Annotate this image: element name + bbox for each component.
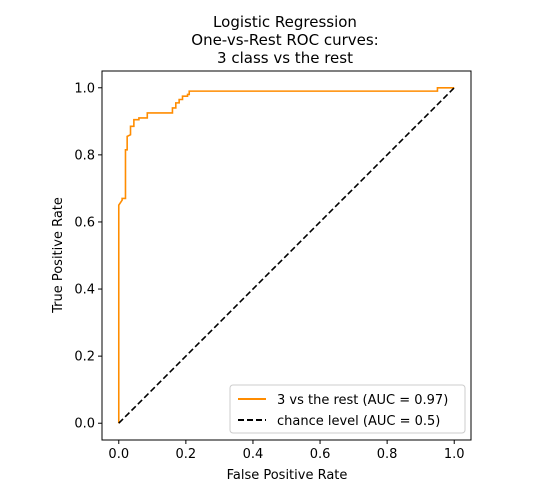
y-tick-label: 0.2	[74, 350, 95, 365]
chart-title-line-3: 3 class vs the rest	[217, 49, 353, 67]
chart-title: Logistic Regression One-vs-Rest ROC curv…	[191, 13, 378, 67]
y-axis: 0.0 0.2 0.4 0.6 0.8 1.0	[74, 81, 102, 432]
x-axis-label: False Positive Rate	[227, 468, 348, 483]
y-tick-label: 0.8	[74, 148, 95, 163]
chart-title-line-1: Logistic Regression	[213, 13, 357, 31]
series-line-2	[118, 87, 455, 424]
x-tick-label: 0.0	[108, 447, 129, 462]
y-tick-label: 0.6	[74, 215, 95, 230]
series-line-1	[117, 86, 455, 424]
series-layer	[117, 86, 455, 424]
chart-title-line-2: One-vs-Rest ROC curves:	[191, 31, 378, 49]
x-tick-label: 0.6	[310, 447, 331, 462]
plot-area	[101, 70, 472, 441]
y-axis-label: True Positive Rate	[51, 197, 66, 314]
y-tick-label: 1.0	[74, 81, 95, 96]
y-tick-label: 0.4	[74, 283, 95, 298]
legend-label-series-1: 3 vs the rest (AUC = 0.97)	[277, 393, 448, 408]
x-tick-label: 0.8	[377, 447, 398, 462]
x-tick-label: 0.4	[243, 447, 264, 462]
x-tick-label: 0.2	[176, 447, 197, 462]
legend: 3 vs the rest (AUC = 0.97) chance level …	[229, 384, 466, 434]
x-axis: 0.0 0.2 0.4 0.6 0.8 1.0	[108, 440, 465, 462]
legend-label-series-2: chance level (AUC = 0.5)	[277, 414, 440, 429]
x-tick-label: 1.0	[444, 447, 465, 462]
y-tick-label: 0.0	[74, 417, 95, 432]
legend-box	[229, 384, 466, 434]
